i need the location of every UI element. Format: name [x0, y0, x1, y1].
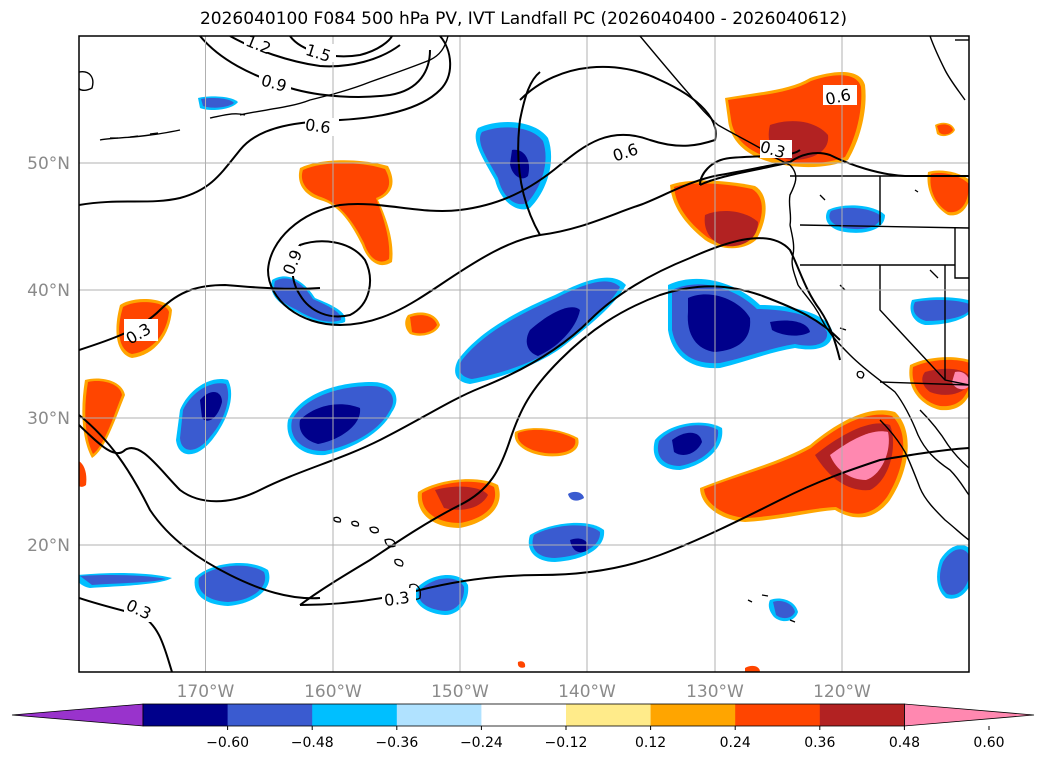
colorbar-extend-low — [11, 703, 144, 727]
colorbar-segment — [143, 704, 229, 726]
pos-region-max-pink — [830, 431, 889, 480]
contour-0.6-north — [79, 36, 452, 206]
alaska-coast — [239, 36, 449, 116]
lon-tick-150w: 150°W — [431, 682, 489, 702]
contour-0.3-south — [299, 285, 841, 606]
lon-tick-labels: 170°W 160°W 150°W 140°W 130°W 120°W — [177, 682, 871, 702]
ca-coast — [797, 284, 969, 496]
colorbar-segment — [819, 704, 905, 726]
lon-tick-130w: 130°W — [686, 682, 744, 702]
map-frame — [78, 35, 970, 673]
contour-label-9: 0.6 — [824, 85, 853, 109]
colorbar-extend-high — [904, 703, 1035, 727]
colorbar-segment — [312, 704, 398, 726]
gridlines — [79, 36, 969, 672]
wa-or-border — [799, 224, 969, 229]
colorbar-outline — [142, 703, 905, 727]
colorbar-segment — [566, 704, 652, 726]
negative-anomaly-regions — [79, 96, 969, 622]
lat-tick-labels: 20°N 30°N 40°N 50°N — [27, 154, 70, 556]
bc-coast — [788, 164, 797, 226]
gulf-of-california — [919, 409, 969, 469]
colorbar-tick-label: −0.12 — [545, 735, 588, 751]
colorbar-tick-label: 0.60 — [973, 735, 1004, 751]
colorbar-segment — [481, 704, 567, 726]
ca-nv-border — [879, 265, 969, 386]
baja-coast — [879, 419, 969, 541]
lon-tick-120w: 120°W — [813, 682, 871, 702]
contour-labels: 1.5 1.2 0.9 0.6 0.6 0.9 0.3 0.3 0.6 0.3 … — [123, 31, 857, 624]
colorbar-tick-label: −0.24 — [460, 735, 503, 751]
colorbar-tick-label: 0.24 — [720, 735, 751, 751]
wa-or-coast — [789, 224, 799, 286]
contour-1.5 — [289, 36, 393, 58]
colorbar-segment — [396, 704, 482, 726]
colorbar-segment — [650, 704, 736, 726]
contour-0.9-loop — [291, 240, 371, 318]
contour-label-4: 0.6 — [304, 115, 332, 137]
lon-tick-170w: 170°W — [177, 682, 235, 702]
lat-tick-40n: 40°N — [27, 281, 70, 301]
contour-0.6-south — [79, 237, 841, 503]
contour-label-11: 0.3 — [383, 588, 411, 610]
map-title: 2026040100 F084 500 hPa PV, IVT Landfall… — [199, 9, 847, 29]
lon-tick-160w: 160°W — [304, 682, 362, 702]
positive-anomaly-regions — [79, 72, 969, 672]
colorbar-tick-label: −0.36 — [375, 735, 418, 751]
colorbar-segment — [227, 704, 313, 726]
colorbar-tick-label: 0.48 — [889, 735, 920, 751]
lat-tick-30n: 30°N — [27, 409, 70, 429]
colorbar-tick-label: 0.12 — [635, 735, 666, 751]
colorbar-tick-label: −0.60 — [206, 735, 249, 751]
lat-tick-50n: 50°N — [27, 154, 70, 174]
lat-tick-20n: 20°N — [27, 536, 70, 556]
colorbar-tick-label: 0.36 — [804, 735, 835, 751]
canada-rockies — [929, 36, 966, 101]
contour-0.6-upper — [517, 71, 541, 236]
colorbar — [11, 703, 1035, 727]
colorbar-tick-label: −0.48 — [291, 735, 334, 751]
colorbar-segment — [735, 704, 821, 726]
mexico-border — [879, 381, 969, 386]
contour-0.9-north — [199, 36, 431, 98]
lon-tick-140w: 140°W — [558, 682, 616, 702]
contour-0.6-bc — [699, 152, 969, 186]
colorbar-ticks: −0.60 −0.48 −0.36 −0.24 −0.12 0.12 0.24 0.36 0.4… — [206, 726, 1005, 751]
